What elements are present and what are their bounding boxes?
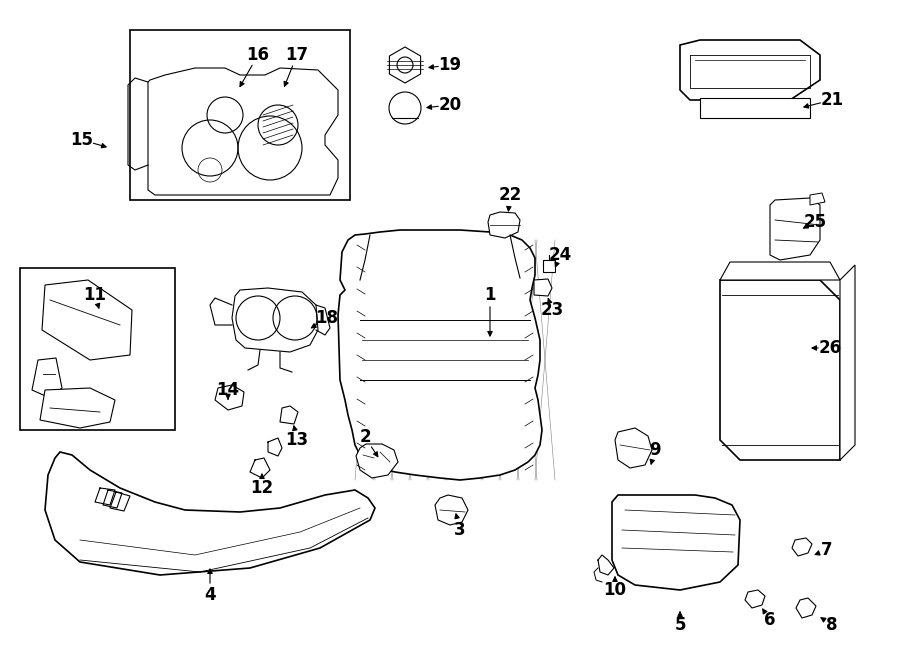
Text: 5: 5 — [674, 616, 686, 634]
Polygon shape — [215, 385, 244, 410]
Polygon shape — [720, 262, 840, 280]
Text: 22: 22 — [499, 186, 522, 204]
Polygon shape — [130, 30, 350, 200]
Text: 1: 1 — [484, 286, 496, 304]
Polygon shape — [612, 495, 740, 590]
Polygon shape — [720, 280, 840, 460]
Text: 21: 21 — [821, 91, 843, 109]
Polygon shape — [796, 598, 816, 618]
Text: 2: 2 — [359, 428, 371, 446]
Text: 17: 17 — [285, 46, 309, 64]
Polygon shape — [40, 388, 115, 428]
Text: 16: 16 — [247, 46, 269, 64]
Text: 14: 14 — [216, 381, 239, 399]
Text: 26: 26 — [818, 339, 842, 357]
Polygon shape — [840, 265, 855, 460]
Text: 4: 4 — [204, 586, 216, 604]
Polygon shape — [700, 98, 810, 118]
Text: 23: 23 — [540, 301, 563, 319]
Polygon shape — [488, 212, 520, 238]
Text: 19: 19 — [438, 56, 462, 74]
Text: 15: 15 — [70, 131, 94, 149]
Text: 6: 6 — [764, 611, 776, 629]
Text: 8: 8 — [826, 616, 838, 634]
Polygon shape — [534, 279, 552, 296]
Polygon shape — [745, 590, 765, 608]
Polygon shape — [810, 193, 825, 205]
Text: 10: 10 — [604, 581, 626, 599]
Text: 24: 24 — [548, 246, 572, 264]
Polygon shape — [20, 268, 175, 430]
Text: 3: 3 — [454, 521, 466, 539]
Polygon shape — [45, 452, 375, 575]
Polygon shape — [770, 198, 820, 260]
Polygon shape — [615, 428, 652, 468]
Polygon shape — [680, 40, 820, 100]
Text: 11: 11 — [84, 286, 106, 304]
Polygon shape — [390, 47, 420, 83]
Polygon shape — [42, 280, 132, 360]
Text: 18: 18 — [316, 309, 338, 327]
Text: 25: 25 — [804, 213, 826, 231]
Text: 9: 9 — [649, 441, 661, 459]
Polygon shape — [338, 230, 542, 480]
Polygon shape — [32, 358, 62, 398]
Polygon shape — [148, 68, 338, 195]
Text: 12: 12 — [250, 479, 274, 497]
Polygon shape — [280, 406, 298, 424]
Text: 13: 13 — [285, 431, 309, 449]
Polygon shape — [543, 260, 555, 272]
Text: 20: 20 — [438, 96, 462, 114]
Polygon shape — [435, 495, 468, 525]
Text: 7: 7 — [821, 541, 833, 559]
Polygon shape — [232, 288, 318, 352]
Polygon shape — [356, 444, 398, 478]
Polygon shape — [792, 538, 812, 556]
